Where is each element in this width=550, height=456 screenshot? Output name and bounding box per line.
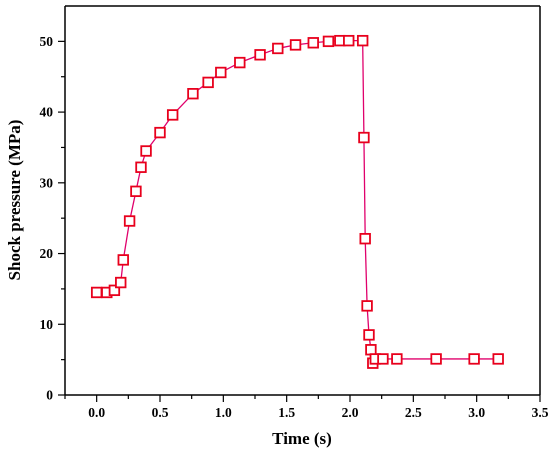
data-point-marker: [135, 161, 147, 173]
plot-frame: [64, 5, 541, 396]
data-point-marker: [187, 88, 199, 100]
series-layer: [90, 34, 504, 369]
data-point-marker: [115, 276, 127, 289]
x-axis-ticks: 0.0 0.5 1.0 1.5 2.0 2.5 3.0 3.5: [64, 395, 549, 420]
x-tick-label: 1.0: [215, 405, 232, 420]
data-point-marker: [468, 353, 480, 365]
data-point-marker: [361, 300, 373, 312]
data-point-marker: [289, 39, 302, 51]
y-tick-label: 50: [40, 34, 54, 49]
data-point-marker: [215, 66, 227, 79]
data-point-marker: [123, 215, 136, 227]
data-point-marker: [90, 286, 103, 299]
data-point-marker: [166, 109, 179, 121]
data-point-marker: [130, 185, 142, 198]
data-point-marker: [322, 35, 335, 48]
data-point-marker: [358, 131, 370, 144]
y-tick-label: 20: [40, 246, 54, 261]
data-point-marker: [140, 145, 152, 157]
x-tick-label: 3.0: [468, 405, 485, 420]
data-point-marker: [108, 284, 121, 297]
data-point-marker: [234, 56, 246, 69]
x-tick-label: 2.0: [342, 405, 359, 420]
data-point-marker: [307, 37, 319, 49]
data-point-marker: [154, 126, 166, 139]
data-point-marker: [272, 42, 284, 55]
data-point-marker: [391, 353, 403, 365]
x-tick-label: 0.0: [88, 405, 105, 420]
data-point-marker: [356, 34, 369, 47]
x-tick-label: 3.5: [532, 405, 549, 420]
y-axis-title: Shock pressure (MPa): [5, 120, 24, 281]
x-tick-label: 1.5: [278, 405, 295, 420]
y-tick-label: 0: [46, 388, 53, 403]
y-tick-label: 30: [40, 175, 54, 190]
x-axis-title: Time (s): [272, 429, 332, 448]
data-point-marker: [377, 353, 389, 365]
data-point-marker: [363, 329, 375, 341]
y-tick-label: 40: [40, 105, 54, 120]
data-point-marker: [365, 344, 377, 356]
data-point-marker: [202, 76, 214, 89]
y-axis-ticks: 0 10 20 30 40 50: [40, 34, 65, 403]
data-point-marker: [359, 232, 371, 245]
data-point-marker: [492, 353, 504, 365]
data-point-marker: [117, 254, 129, 266]
data-point-marker: [430, 353, 442, 365]
x-tick-label: 0.5: [152, 405, 169, 420]
x-tick-label: 2.5: [405, 405, 422, 420]
data-point-marker: [343, 34, 355, 47]
data-point-marker: [254, 49, 266, 61]
y-tick-label: 10: [40, 317, 54, 332]
series-line: [96, 40, 499, 366]
